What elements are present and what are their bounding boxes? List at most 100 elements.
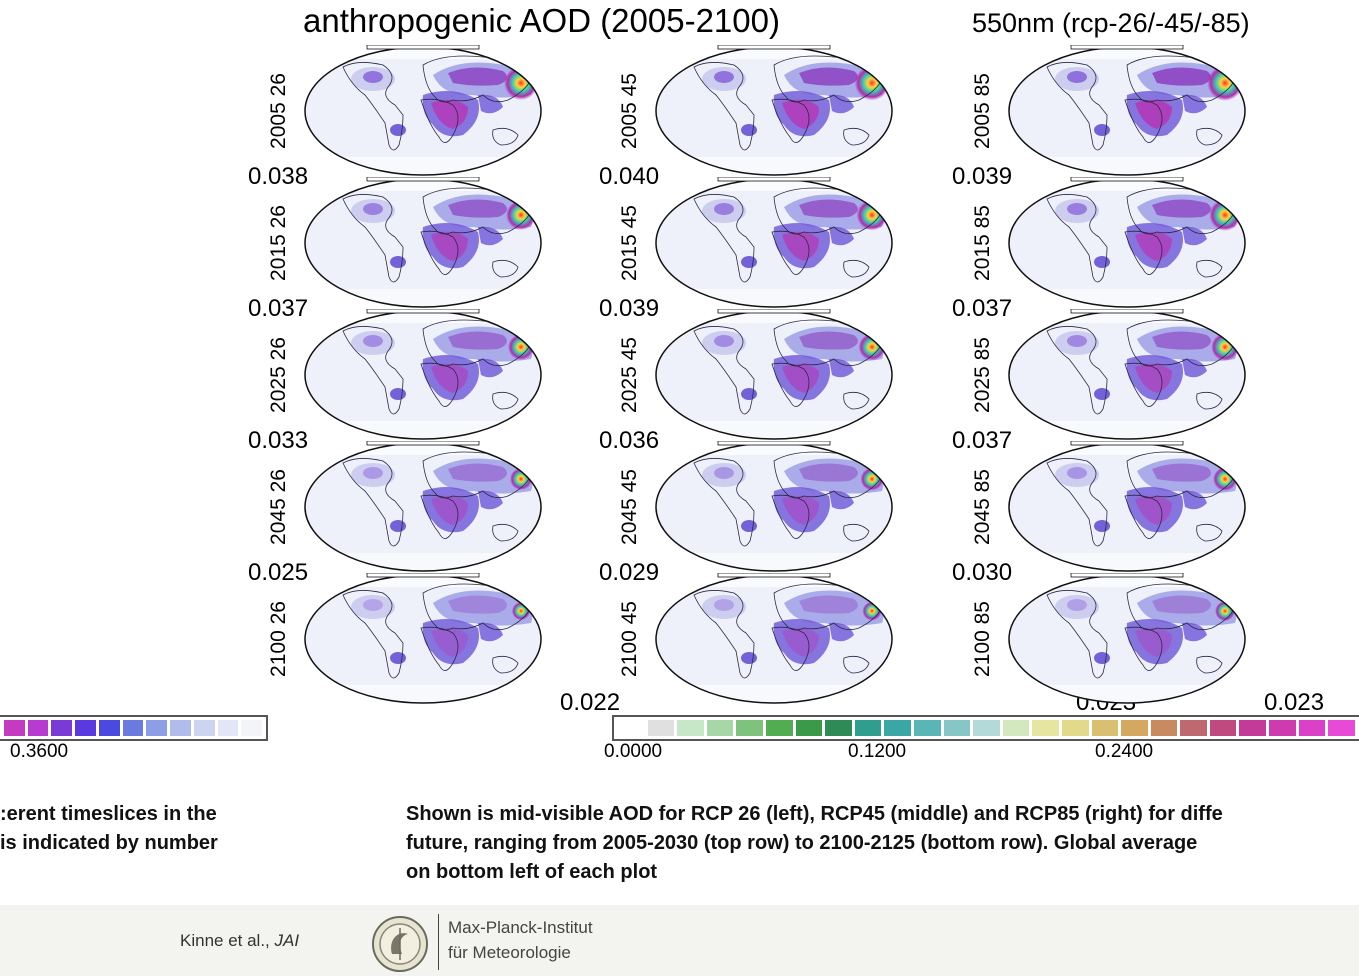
panel-label-text: 2100 85 bbox=[971, 601, 994, 677]
panel-label: 2045 45 bbox=[612, 441, 648, 573]
panel-label-text: 2015 85 bbox=[971, 205, 994, 281]
panel-label-text: 2025 85 bbox=[971, 337, 994, 413]
colorbar-tick-fragment: 0.3600 bbox=[10, 741, 69, 762]
caption-right-line: on bottom left of each plot bbox=[406, 861, 658, 883]
global-average-label: 0.022 bbox=[560, 689, 621, 716]
aod-map bbox=[1008, 309, 1246, 440]
colorbar-swatch bbox=[1239, 720, 1267, 736]
colorbar-swatch bbox=[1298, 720, 1326, 736]
panel-label: 2015 26 bbox=[261, 177, 297, 309]
aod-map bbox=[304, 45, 542, 176]
colorbar-swatch bbox=[1061, 720, 1089, 736]
caption-right-line: future, ranging from 2005-2030 (top row)… bbox=[406, 832, 1198, 854]
panel-label-text: 2015 26 bbox=[267, 205, 290, 281]
colorbar-swatch bbox=[146, 720, 168, 736]
global-average-label: 0.037 bbox=[952, 295, 1013, 322]
colorbar-swatch bbox=[193, 720, 215, 736]
panel-label: 2005 26 bbox=[261, 45, 297, 177]
global-average-label: 0.039 bbox=[599, 295, 660, 322]
panel-label-text: 2100 26 bbox=[267, 601, 290, 677]
map-panel: 2100 26 bbox=[253, 573, 543, 705]
caption-right-line: Shown is mid-visible AOD for RCP 26 (lef… bbox=[406, 803, 1223, 825]
map-panel: 2015 26 bbox=[253, 177, 543, 309]
global-average-label: 0.025 bbox=[248, 559, 309, 586]
colorbar-swatch bbox=[618, 720, 645, 736]
colorbar-swatch bbox=[1150, 720, 1178, 736]
colorbar-swatch bbox=[1209, 720, 1237, 736]
colorbar-swatch bbox=[825, 720, 852, 736]
panel-label-text: 2100 45 bbox=[618, 601, 641, 677]
aod-map bbox=[655, 309, 893, 440]
colorbar-swatch bbox=[736, 720, 763, 736]
colorbar-swatch bbox=[884, 720, 911, 736]
caption-left: :erent timeslices in the is indicated by… bbox=[0, 800, 218, 858]
colorbar-swatch bbox=[98, 720, 120, 736]
chart-title: anthropogenic AOD (2005-2100) bbox=[303, 2, 780, 39]
global-average-label: 0.038 bbox=[248, 163, 309, 190]
map-panel: 2045 26 bbox=[253, 441, 543, 573]
caption-left-line: :erent timeslices in the bbox=[0, 803, 217, 825]
panel-label-text: 2025 26 bbox=[267, 337, 290, 413]
aod-map bbox=[304, 573, 542, 704]
panel-label-text: 2045 26 bbox=[267, 469, 290, 545]
colorbar-swatch bbox=[1180, 720, 1207, 736]
colorbar-swatch bbox=[706, 720, 734, 736]
map-panel: 2100 85 bbox=[957, 573, 1247, 705]
chart-subtitle: 550nm (rcp-26/-45/-85) bbox=[972, 8, 1250, 38]
institute-name: Max-Planck-Institut für Meteorologie bbox=[448, 915, 593, 965]
colorbar bbox=[612, 715, 1359, 741]
global-average-label: 0.036 bbox=[599, 427, 660, 454]
institute-line: Max-Planck-Institut bbox=[448, 918, 593, 937]
map-panel: 2100 45 bbox=[604, 573, 894, 705]
map-panel: 2005 26 bbox=[253, 45, 543, 177]
citation-authors: Kinne et al., bbox=[180, 931, 275, 950]
colorbar-swatch bbox=[1121, 720, 1148, 736]
colorbar-swatch bbox=[122, 720, 144, 736]
colorbar-swatch bbox=[170, 720, 191, 736]
colorbar-tick-0: 0.0000 bbox=[604, 741, 663, 762]
map-panel: 2025 26 bbox=[253, 309, 543, 441]
panel-label: 2025 85 bbox=[965, 309, 1001, 441]
global-average-label: 0.023 bbox=[1264, 689, 1325, 716]
colorbar-swatch bbox=[1328, 720, 1355, 736]
colorbar-swatch bbox=[854, 720, 882, 736]
global-average-label: 0.040 bbox=[599, 163, 660, 190]
aod-map bbox=[655, 441, 893, 572]
aod-map bbox=[304, 177, 542, 308]
panel-label-text: 2045 85 bbox=[971, 469, 994, 545]
colorbar-swatch bbox=[1032, 720, 1059, 736]
map-panel: 2015 85 bbox=[957, 177, 1247, 309]
aod-map bbox=[1008, 177, 1246, 308]
colorbar-swatch bbox=[1091, 720, 1119, 736]
colorbar-swatch bbox=[677, 720, 704, 736]
logo-divider bbox=[438, 914, 439, 970]
colorbar-swatch bbox=[75, 720, 96, 736]
global-average-label: 0.037 bbox=[248, 295, 309, 322]
colorbar-swatch bbox=[27, 720, 49, 736]
map-panel: 2045 85 bbox=[957, 441, 1247, 573]
map-panel: 2025 45 bbox=[604, 309, 894, 441]
colorbar-swatch bbox=[765, 720, 793, 736]
aod-map bbox=[304, 441, 542, 572]
institute-line: für Meteorologie bbox=[448, 943, 571, 962]
panel-label: 2100 26 bbox=[261, 573, 297, 705]
colorbar-swatch bbox=[913, 720, 941, 736]
caption-right: Shown is mid-visible AOD for RCP 26 (lef… bbox=[406, 800, 1223, 887]
map-panel: 2005 45 bbox=[604, 45, 894, 177]
panel-label-text: 2005 85 bbox=[971, 73, 994, 149]
colorbar-swatch bbox=[1002, 720, 1030, 736]
aod-map bbox=[655, 177, 893, 308]
map-panel: 2045 45 bbox=[604, 441, 894, 573]
global-average-label: 0.037 bbox=[952, 427, 1013, 454]
panel-label: 2005 45 bbox=[612, 45, 648, 177]
colorbar-swatch bbox=[973, 720, 1000, 736]
colorbar-tick-2: 0.2400 bbox=[1095, 741, 1154, 762]
global-average-label: 0.033 bbox=[248, 427, 309, 454]
aod-map bbox=[304, 309, 542, 440]
map-panel: 2005 85 bbox=[957, 45, 1247, 177]
aod-map bbox=[655, 573, 893, 704]
citation: Kinne et al., JAI bbox=[180, 931, 299, 951]
colorbar-fragment bbox=[0, 715, 268, 741]
colorbar-swatch bbox=[795, 720, 823, 736]
map-panel: 2025 85 bbox=[957, 309, 1247, 441]
